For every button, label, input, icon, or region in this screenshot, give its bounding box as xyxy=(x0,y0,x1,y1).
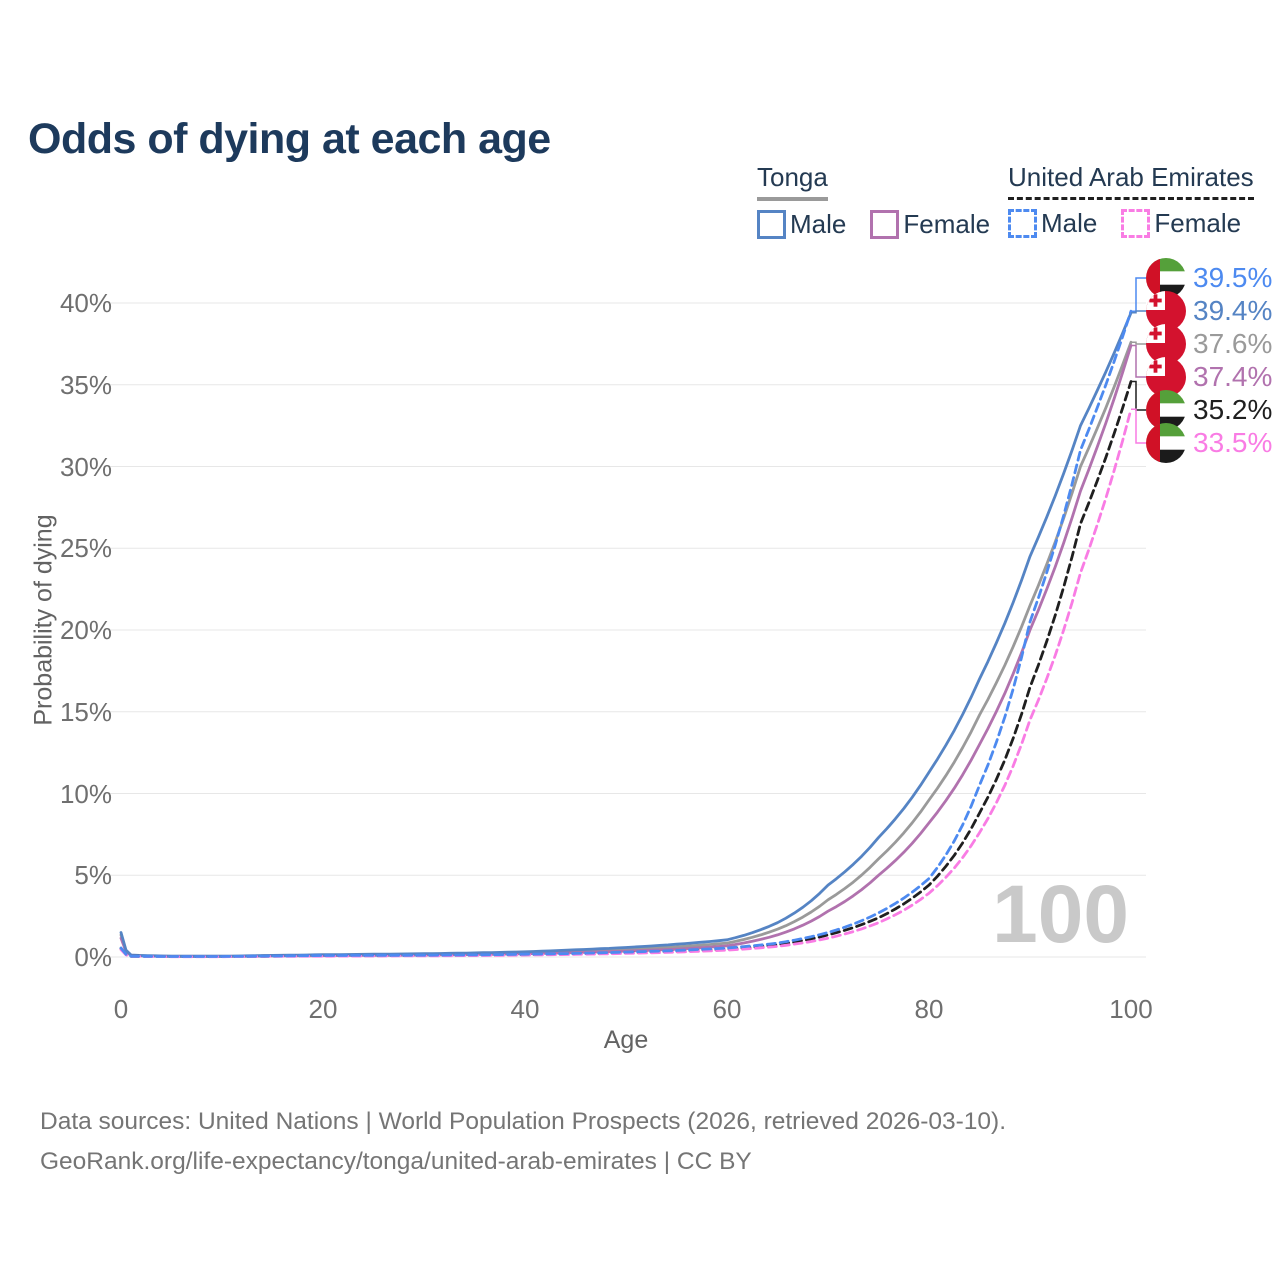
tonga-male-swatch-icon xyxy=(757,210,786,239)
legend-country-uae[interactable]: United Arab Emirates xyxy=(1008,162,1254,200)
legend-item-label: Female xyxy=(1154,208,1242,238)
end-label[interactable]: 37.4% xyxy=(1146,357,1272,397)
legend-group-uae: United Arab Emirates Male Female xyxy=(1008,162,1254,239)
end-label-value: 39.5% xyxy=(1193,262,1273,293)
legend-items-tonga: Male Female xyxy=(757,209,990,240)
end-label-value: 37.4% xyxy=(1193,361,1273,392)
legend-item-label: Female xyxy=(903,209,991,239)
end-label[interactable]: 35.2% xyxy=(1146,390,1272,430)
y-tick-label: 15% xyxy=(59,696,112,727)
label-connector xyxy=(1131,408,1146,444)
legend-group-tonga: Tonga Male Female xyxy=(757,162,990,240)
label-connector xyxy=(1131,341,1146,345)
x-tick-label: 80 xyxy=(914,994,944,1024)
age-watermark: 100 xyxy=(992,869,1129,960)
label-connector xyxy=(1131,277,1146,312)
line-tonga-male[interactable] xyxy=(119,311,1133,958)
end-label[interactable]: 33.5% xyxy=(1146,423,1272,463)
line-tonga-female[interactable] xyxy=(119,344,1133,958)
x-tick-label: 100 xyxy=(1109,994,1153,1024)
x-tick-label: 20 xyxy=(308,994,338,1024)
uae-male-swatch-icon xyxy=(1008,209,1037,238)
label-connector xyxy=(1131,380,1146,411)
y-tick-label: 20% xyxy=(59,615,112,645)
line-united-arab-emirates-female[interactable] xyxy=(119,407,1133,959)
legend-item-uae-female[interactable]: Female xyxy=(1121,208,1241,239)
legend-item-tonga-female[interactable]: Female xyxy=(870,209,990,240)
chart-title: Odds of dying at each age xyxy=(28,114,551,163)
label-connector xyxy=(1131,310,1146,314)
x-tick-label: 0 xyxy=(113,994,129,1024)
y-tick-label: 10% xyxy=(59,778,112,809)
line-united-arab-emirates-male[interactable] xyxy=(119,309,1133,958)
uae-flag-icon xyxy=(1146,423,1186,463)
x-tick-label: 40 xyxy=(510,994,540,1024)
legend-country-tonga[interactable]: Tonga xyxy=(757,162,828,201)
data-source-note: Data sources: United Nations | World Pop… xyxy=(40,1108,1007,1135)
legend-item-label: Male xyxy=(1041,208,1098,238)
legend-item-uae-male[interactable]: Male xyxy=(1008,208,1097,239)
y-tick-label: 30% xyxy=(59,451,112,482)
y-tick-label: 0% xyxy=(74,942,112,972)
y-tick-label: 35% xyxy=(59,369,112,400)
legend-item-tonga-male[interactable]: Male xyxy=(757,209,846,240)
label-connector xyxy=(1131,344,1146,378)
x-tick-label: 60 xyxy=(712,994,742,1024)
legend-items-uae: Male Female xyxy=(1008,208,1254,239)
tonga-female-swatch-icon xyxy=(870,210,900,239)
y-axis-title: Probability of dying xyxy=(29,514,58,726)
y-tick-label: 5% xyxy=(74,860,112,891)
end-label-value: 35.2% xyxy=(1193,394,1273,425)
line-tonga-both[interactable] xyxy=(119,340,1133,958)
y-tick-label: 25% xyxy=(59,533,112,564)
end-label-value: 37.6% xyxy=(1193,328,1273,359)
uae-female-swatch-icon xyxy=(1121,209,1151,238)
end-label-value: 33.5% xyxy=(1193,427,1273,458)
x-axis-title: Age xyxy=(603,1026,649,1054)
tonga-flag-icon xyxy=(1146,357,1186,397)
end-label-value: 39.4% xyxy=(1193,295,1273,326)
y-tick-label: 40% xyxy=(59,288,112,318)
legend-item-label: Male xyxy=(790,209,847,239)
line-united-arab-emirates-both[interactable] xyxy=(119,380,1133,958)
attribution-link[interactable]: GeoRank.org/life-expectancy/tonga/united… xyxy=(40,1148,752,1175)
